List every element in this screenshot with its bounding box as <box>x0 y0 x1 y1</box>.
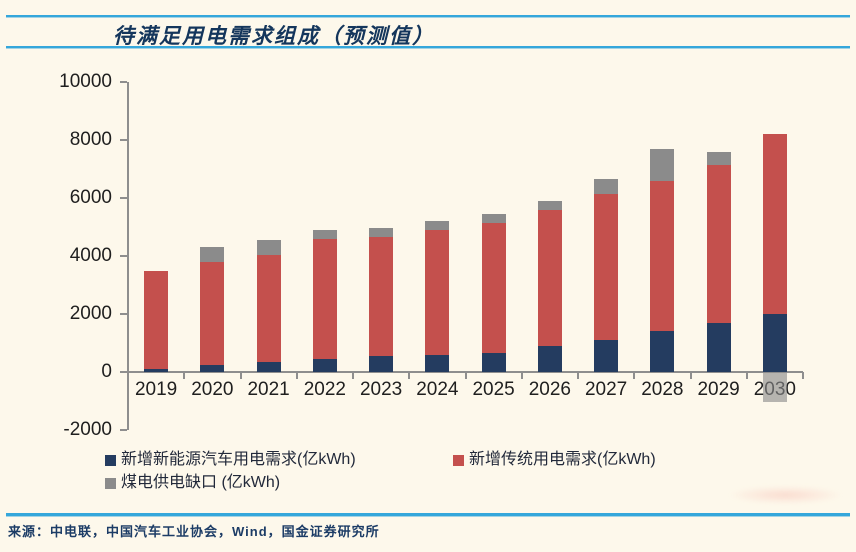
top-divider-line <box>6 15 850 17</box>
legend-swatch-red <box>453 454 464 466</box>
bar-2030-new-energy-vehicle-demand <box>762 314 787 372</box>
bar-2024-traditional-demand <box>425 229 450 355</box>
y-axis-line <box>127 82 129 430</box>
legend-label: 新增新能源汽车用电需求(亿kWh) <box>121 451 356 468</box>
y-axis-tick-label: -2000 <box>63 419 112 440</box>
bar-2025-new-energy-vehicle-demand <box>481 353 506 372</box>
bar-2026-new-energy-vehicle-demand <box>537 345 562 372</box>
x-axis-tick <box>802 372 804 379</box>
bar-2022-new-energy-vehicle-demand <box>312 358 337 372</box>
y-axis-tick <box>120 139 127 141</box>
x-axis-tick <box>745 372 748 379</box>
y-axis-tick-label: 4000 <box>69 245 112 266</box>
bar-2027-traditional-demand <box>594 193 619 341</box>
legend-item-coal-power-supply-gap: 煤电供电缺口 (亿kWh) <box>105 473 280 493</box>
bar-2029-coal-power-supply-gap <box>706 151 731 165</box>
x-axis-tick <box>408 372 411 379</box>
legend-swatch-blue <box>105 454 116 466</box>
footer-divider-line <box>6 513 850 516</box>
x-axis-category-label: 2022 <box>303 379 347 400</box>
bar-2026-traditional-demand <box>537 209 562 346</box>
bar-2023-new-energy-vehicle-demand <box>369 356 394 372</box>
y-axis-tick-label: 6000 <box>69 187 112 208</box>
x-axis-tick <box>239 372 242 379</box>
x-axis-category-label: 2027 <box>584 379 628 400</box>
y-axis-tick <box>120 197 127 199</box>
bar-2027-coal-power-supply-gap <box>594 179 619 194</box>
title-underline <box>6 46 850 48</box>
bar-2025-traditional-demand <box>481 222 506 354</box>
legend-label: 煤电供电缺口 (亿kWh) <box>121 474 281 491</box>
bar-2024-coal-power-supply-gap <box>425 221 450 230</box>
bar-2030-coal-power-supply-gap-negative <box>762 372 787 403</box>
x-axis-tick <box>183 372 186 379</box>
bar-2028-new-energy-vehicle-demand <box>650 331 675 372</box>
y-axis-tick-label: 8000 <box>69 129 112 150</box>
x-axis-category-label: 2024 <box>416 379 459 400</box>
x-axis-tick <box>295 372 298 379</box>
bar-2024-new-energy-vehicle-demand <box>425 354 450 372</box>
bar-2029-traditional-demand <box>706 164 731 323</box>
bar-2021-coal-power-supply-gap <box>256 240 281 255</box>
bar-2023-coal-power-supply-gap <box>369 228 394 238</box>
x-axis-category-label: 2028 <box>641 379 684 400</box>
x-axis-tick <box>633 372 636 379</box>
x-axis-category-label: 2025 <box>472 379 515 400</box>
x-axis-tick <box>464 372 467 379</box>
y-axis-tick-label: 0 <box>101 361 112 382</box>
bar-2022-traditional-demand <box>312 238 337 359</box>
bar-2020-new-energy-vehicle-demand <box>200 364 225 372</box>
bar-2021-new-energy-vehicle-demand <box>256 361 281 372</box>
bar-2021-traditional-demand <box>256 254 281 362</box>
chart-title: 待满足用电需求组成（预测值） <box>113 25 435 48</box>
y-axis-tick <box>120 81 127 83</box>
y-axis-tick <box>120 371 127 373</box>
legend-label: 新增传统用电需求(亿kWh) <box>469 451 656 468</box>
bar-2019-new-energy-vehicle-demand <box>144 369 169 372</box>
x-axis-tick <box>577 372 579 379</box>
x-axis-category-label: 2020 <box>191 379 234 400</box>
bar-2026-coal-power-supply-gap <box>537 200 562 210</box>
y-axis-tick <box>120 429 127 431</box>
legend-swatch-gray <box>105 477 116 489</box>
bar-2020-coal-power-supply-gap <box>200 247 225 262</box>
y-axis-tick-label: 2000 <box>69 303 112 324</box>
x-axis-category-label: 2026 <box>528 379 572 400</box>
x-axis-tick <box>520 372 523 379</box>
bar-2027-new-energy-vehicle-demand <box>594 340 619 372</box>
legend-item-new-energy-vehicle-demand: 新增新能源汽车用电需求(亿kWh) <box>105 450 356 470</box>
bar-2029-new-energy-vehicle-demand <box>706 322 731 372</box>
x-axis-category-label: 2021 <box>247 379 290 400</box>
bar-2028-coal-power-supply-gap <box>650 148 675 181</box>
x-axis-tick <box>689 372 692 379</box>
x-axis-category-label: 2019 <box>134 379 178 400</box>
x-axis-category-label: 2029 <box>697 379 740 400</box>
watermark-smudge <box>728 486 843 504</box>
source-note: 来源：中电联，中国汽车工业协会，Wind，国金证券研究所 <box>8 524 380 539</box>
bar-2023-traditional-demand <box>369 237 394 357</box>
bar-2022-coal-power-supply-gap <box>312 229 337 239</box>
legend-item-traditional-demand: 新增传统用电需求(亿kWh) <box>453 450 656 470</box>
bar-2020-traditional-demand <box>200 261 225 365</box>
bar-2028-traditional-demand <box>650 180 675 332</box>
bar-2030-traditional-demand <box>762 134 787 314</box>
x-axis-tick <box>127 372 129 379</box>
bar-2019-traditional-demand <box>144 270 169 370</box>
x-axis-tick <box>352 372 354 379</box>
y-axis-tick <box>120 255 127 257</box>
y-axis-tick <box>120 313 127 315</box>
bar-2025-coal-power-supply-gap <box>481 213 506 223</box>
y-axis-tick-label: 10000 <box>59 71 112 92</box>
x-axis-category-label: 2023 <box>359 379 403 400</box>
